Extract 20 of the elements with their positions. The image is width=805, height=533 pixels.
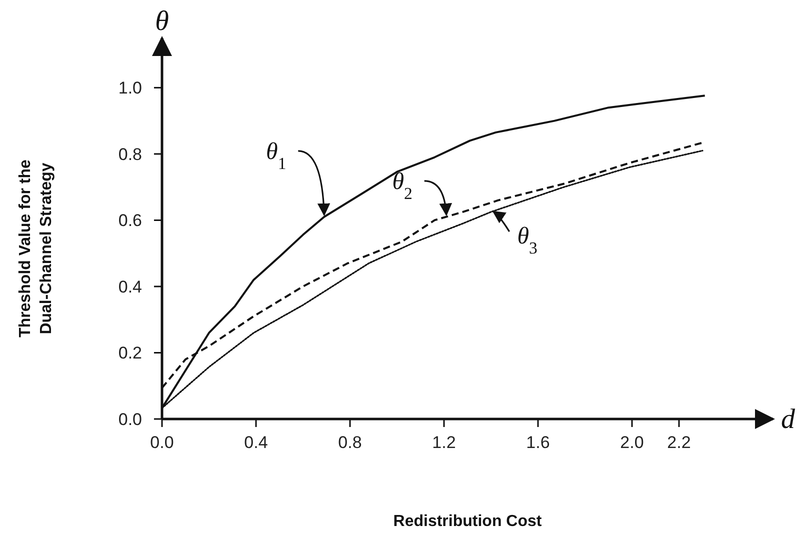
y-axis-title: Threshold Value for the Dual-Channel Strategy [17, 160, 55, 338]
x-tick-label: 2.2 [667, 433, 691, 452]
y-tick-label: 0.0 [118, 410, 142, 429]
x-tick-label: 2.0 [620, 433, 644, 452]
text: θ [155, 6, 170, 37]
annotation: θ$_{1}$ [266, 138, 286, 172]
y-tick-label: 0.8 [118, 144, 142, 164]
x-tick-label: 1.6 [526, 433, 550, 452]
x-tick-label: 0.8 [338, 433, 362, 452]
text: d [781, 404, 796, 435]
x-tick-label: 1.2 [432, 433, 456, 452]
annotation: θ$_{3}$ [517, 224, 538, 258]
y-tick-label: 0.2 [118, 344, 142, 363]
x-tick-label: 0.4 [244, 433, 268, 452]
x-axis-title: Redistribution Cost [393, 513, 542, 530]
y-tick-label: 0.4 [118, 277, 142, 296]
y-tick-label: 1.0 [118, 78, 142, 98]
y-tick-label: 0.6 [118, 211, 142, 230]
x-tick-label: 0.0 [150, 433, 174, 452]
annotation: θ$_{2}$ [392, 168, 412, 202]
